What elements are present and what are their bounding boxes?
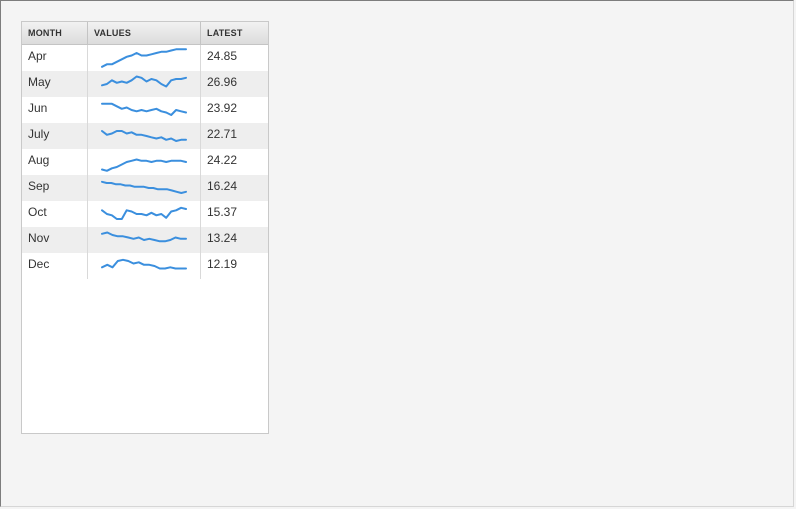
month-cell: May [22,71,88,97]
table-row[interactable]: Apr 24.85 [22,45,268,71]
table-row[interactable]: Jun 23.92 [22,97,268,123]
sparkline-chart [101,258,187,270]
latest-value-cell: 12.19 [207,257,238,271]
data-grid: MONTH VALUES LATEST Apr 24.85 May 26.96 Jun 2… [21,21,269,434]
sparkline-chart [101,75,187,88]
latest-value-cell: 15.37 [207,205,238,219]
sparkline-chart [101,48,187,68]
sparkline-line [101,75,187,88]
month-cell: July [22,123,88,149]
sparkline-cell [88,123,201,149]
sparkline-chart [101,102,187,116]
latest-value-cell: 22.71 [207,127,238,141]
table-row[interactable]: Nov 13.24 [22,227,268,253]
grid-body: Apr 24.85 May 26.96 Jun 23.92 July 22.71 Aug 24.2… [22,45,268,279]
sparkline-line [101,102,187,116]
table-row[interactable]: Aug 24.22 [22,149,268,175]
table-row[interactable]: Oct 15.37 [22,201,268,227]
month-cell: Sep [22,175,88,201]
table-row[interactable]: Dec 12.19 [22,253,268,279]
sparkline-cell [88,71,201,97]
latest-value-cell: 24.22 [207,153,238,167]
sparkline-cell [88,97,201,123]
sparkline-chart [101,180,187,194]
grid-header: MONTH VALUES LATEST [22,22,268,45]
latest-value-cell: 16.24 [207,179,238,193]
sparkline-line [101,158,187,172]
column-header-latest[interactable]: LATEST [207,28,243,38]
month-cell: Dec [22,253,88,279]
sparkline-cell [88,227,201,253]
sparkline-line [101,258,187,270]
sparkline-line [101,231,187,243]
table-row[interactable]: Sep 16.24 [22,175,268,201]
month-cell: Aug [22,149,88,175]
sparkline-cell [88,45,201,71]
sparkline-chart [101,206,187,220]
table-row[interactable]: July 22.71 [22,123,268,149]
sparkline-line [101,206,187,220]
latest-value-cell: 24.85 [207,49,238,63]
latest-value-cell: 23.92 [207,101,238,115]
sparkline-cell [88,201,201,227]
sparkline-line [101,130,187,142]
latest-value-cell: 26.96 [207,75,238,89]
sparkline-chart [101,130,187,142]
month-cell: Apr [22,45,88,71]
sparkline-chart [101,231,187,243]
sparkline-chart [101,158,187,172]
sparkline-cell [88,253,201,279]
month-cell: Oct [22,201,88,227]
latest-value-cell: 13.24 [207,231,238,245]
month-cell: Jun [22,97,88,123]
table-row[interactable]: May 26.96 [22,71,268,97]
sparkline-line [101,180,187,194]
month-cell: Nov [22,227,88,253]
sparkline-cell [88,175,201,201]
column-header-month[interactable]: MONTH [22,22,88,44]
sparkline-cell [88,149,201,175]
column-header-values[interactable]: VALUES [88,22,201,44]
sparkline-line [101,48,187,68]
